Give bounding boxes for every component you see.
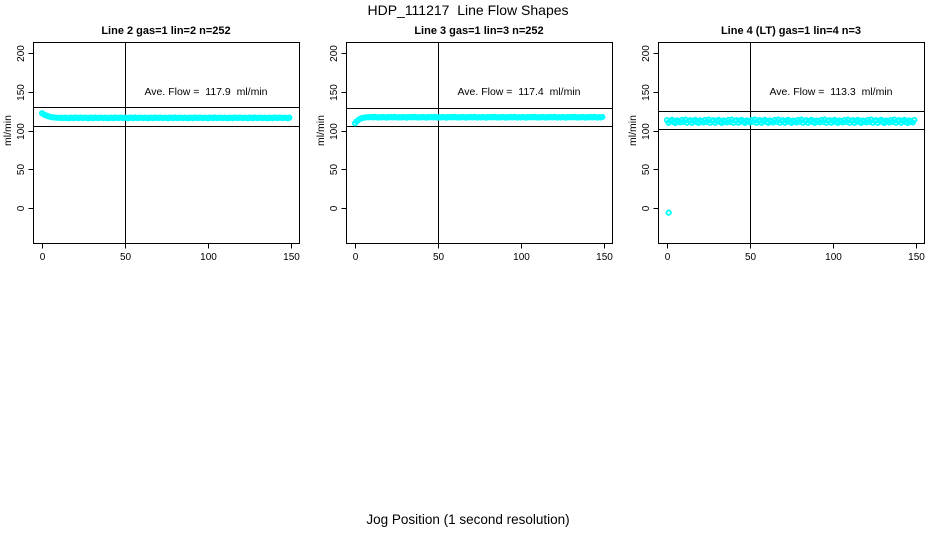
x-tick-label: 0 [40,252,46,263]
y-tick-label: 150 [16,84,27,101]
y-tick-label: 100 [641,123,652,140]
y-tick-label: 150 [329,84,340,101]
y-tick-label: 200 [329,45,340,62]
panel-1-y-axis-label: ml/min [2,115,14,147]
plot-box [346,42,613,244]
scatter-point [911,116,918,124]
x-tick-label: 50 [433,252,445,263]
x-tick-label: 0 [353,252,359,263]
y-tick-label: 50 [329,164,340,176]
y-tick-label: 150 [641,84,652,101]
chart-title: HDP_111217 Line Flow Shapes [367,2,569,18]
panel-3-ave-flow-annotation: Ave. Flow = 113.3 ml/min [769,86,893,98]
x-tick-label: 100 [825,252,842,263]
plot-box [33,42,300,244]
y-tick-label: 50 [16,164,27,176]
plot-box [658,42,925,244]
panel-3-y-axis-label: ml/min [627,115,639,147]
y-tick-label: 0 [641,205,652,211]
x-tick-label: 100 [200,252,217,263]
x-tick-label: 150 [596,252,613,263]
scatter-outlier-point [665,209,672,216]
y-tick-label: 100 [16,123,27,140]
panel-1-title: Line 2 gas=1 lin=2 n=252 [101,25,231,37]
panel-2-y-axis-label: ml/min [315,115,327,147]
x-tick-label: 150 [908,252,925,263]
panel-3-title: Line 4 (LT) gas=1 lin=4 n=3 [720,25,862,37]
panel-1-ave-flow-annotation: Ave. Flow = 117.9 ml/min [144,86,268,98]
scatter-point [599,113,606,121]
x-tick-label: 0 [665,252,671,263]
y-tick-label: 100 [329,123,340,140]
y-tick-label: 50 [641,164,652,176]
x-tick-label: 50 [120,252,132,263]
y-tick-label: 0 [16,205,27,211]
x-axis-label: Jog Position (1 second resolution) [366,512,570,527]
y-tick-label: 0 [329,205,340,211]
y-tick-label: 200 [641,45,652,62]
y-tick-label: 200 [16,45,27,62]
x-tick-label: 100 [513,252,530,263]
panel-2-ave-flow-annotation: Ave. Flow = 117.4 ml/min [457,86,581,98]
panel-2-title: Line 3 gas=1 lin=3 n=252 [414,25,544,37]
x-tick-label: 50 [745,252,757,263]
x-tick-label: 150 [283,252,300,263]
scatter-point [286,114,293,121]
